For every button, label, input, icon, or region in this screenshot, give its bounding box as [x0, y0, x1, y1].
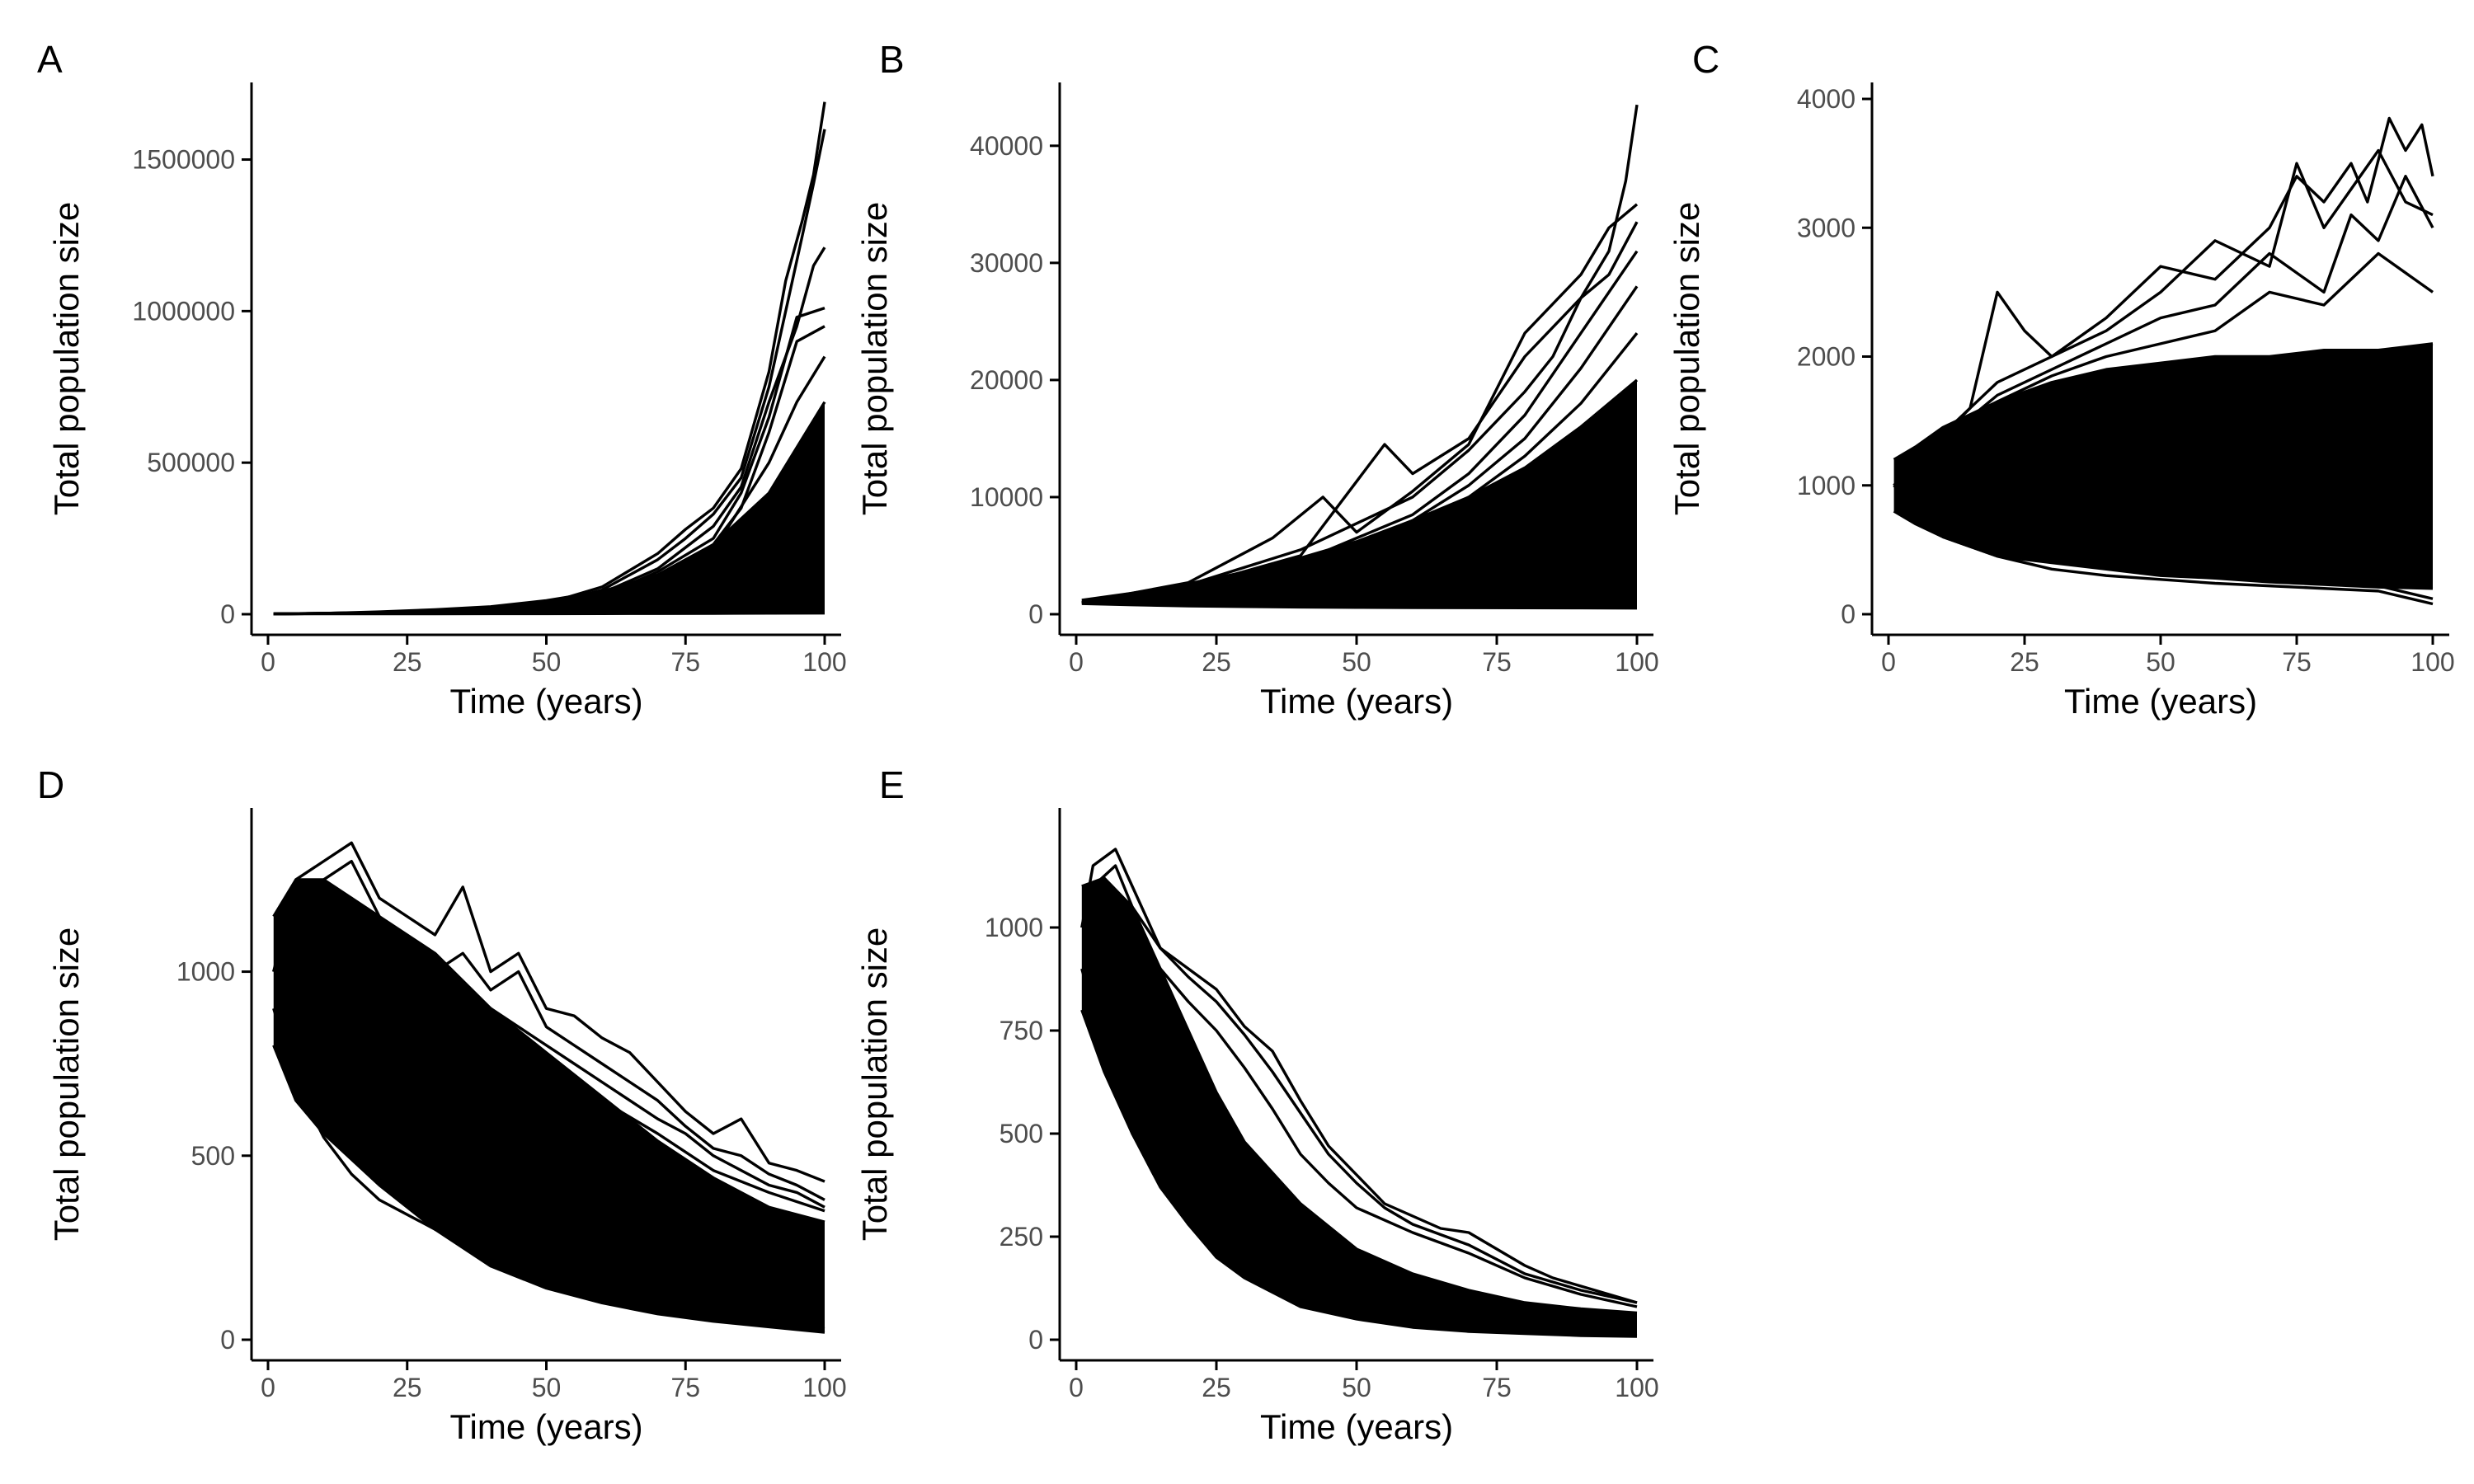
- trajectory-line: [272, 914, 825, 1213]
- trajectory-line: [1081, 221, 1639, 604]
- trajectory-line: [1080, 968, 1638, 1337]
- y-axis-title: Total population size: [855, 202, 894, 516]
- x-tick-label: 0: [261, 1373, 275, 1402]
- y-tick-label: 40000: [970, 131, 1043, 161]
- trajectory-line: [1081, 332, 1639, 604]
- panel-letter: B: [879, 38, 905, 81]
- trajectory-line: [1081, 203, 1639, 604]
- x-axis-title: Time (years): [2064, 682, 2257, 721]
- x-tick-label: 50: [1342, 1373, 1371, 1402]
- envelope-lower-edge: [1081, 602, 1638, 610]
- trajectory-line: [1080, 864, 1638, 1304]
- trajectory-line: [1081, 104, 1639, 604]
- trajectory-line: [272, 1007, 825, 1331]
- y-tick-label: 0: [220, 1325, 235, 1355]
- y-tick-label: 1000: [985, 913, 1043, 942]
- x-tick-label: 0: [1069, 647, 1084, 677]
- y-tick-label: 1000: [176, 957, 235, 987]
- y-tick-label: 500: [999, 1119, 1043, 1148]
- x-tick-label: 25: [393, 1373, 422, 1402]
- trajectory-envelope: [1081, 878, 1637, 1336]
- x-tick-label: 100: [802, 647, 846, 677]
- y-tick-label: 1000: [1797, 471, 1856, 500]
- y-tick-label: 20000: [970, 365, 1043, 395]
- x-tick-label: 75: [2282, 647, 2312, 677]
- y-tick-label: 250: [999, 1222, 1043, 1252]
- x-axis-title: Time (years): [1260, 682, 1453, 721]
- x-tick-label: 75: [1482, 647, 1512, 677]
- trajectory-line: [1080, 848, 1638, 1304]
- panel-a: A 0 25 50 75 100 0 500000 1000000 1500000 Time (ye…: [37, 38, 847, 721]
- y-axis-title: Total population size: [47, 202, 86, 516]
- trajectory-line: [1893, 484, 2434, 606]
- x-tick-label: 100: [1615, 647, 1658, 677]
- panel-letter: D: [37, 763, 64, 806]
- trajectory-line: [272, 896, 825, 1209]
- x-tick-label: 50: [2146, 647, 2175, 677]
- x-tick-label: 75: [670, 1373, 700, 1402]
- trajectory-line: [1893, 116, 2434, 486]
- x-axis-title: Time (years): [1260, 1407, 1453, 1446]
- y-axis-title: Total population size: [47, 928, 86, 1242]
- y-tick-label: 10000: [970, 482, 1043, 512]
- x-tick-label: 25: [393, 647, 422, 677]
- x-tick-label: 100: [1615, 1373, 1658, 1402]
- y-tick-label: 0: [1028, 1325, 1043, 1355]
- trajectory-line: [1080, 893, 1638, 1308]
- y-tick-label: 2000: [1797, 342, 1856, 372]
- x-tick-label: 25: [1202, 1373, 1231, 1402]
- y-tick-label: 500: [191, 1141, 235, 1171]
- x-tick-label: 0: [261, 647, 275, 677]
- y-tick-label: 1000000: [132, 296, 235, 326]
- trajectory-line: [1893, 175, 2434, 487]
- trajectory-line: [1893, 251, 2434, 487]
- y-tick-label: 30000: [970, 248, 1043, 278]
- y-tick-label: 0: [220, 599, 235, 629]
- y-tick-label: 4000: [1797, 84, 1856, 114]
- x-tick-label: 25: [1202, 647, 1231, 677]
- trajectory-envelope: [1893, 343, 2433, 589]
- trajectory-line: [1081, 250, 1639, 604]
- y-tick-label: 0: [1841, 599, 1856, 629]
- y-axis-title: Total population size: [1667, 202, 1706, 516]
- y-tick-label: 3000: [1797, 213, 1856, 242]
- x-tick-label: 0: [1069, 1373, 1084, 1402]
- y-tick-label: 0: [1028, 599, 1043, 629]
- x-tick-label: 25: [2010, 647, 2039, 677]
- x-tick-label: 100: [2411, 647, 2454, 677]
- x-axis-title: Time (years): [449, 1407, 642, 1446]
- x-tick-label: 75: [670, 647, 700, 677]
- y-tick-label: 750: [999, 1016, 1043, 1045]
- panel-letter: E: [879, 763, 905, 806]
- panel-letter: C: [1692, 38, 1719, 81]
- x-axis-title: Time (years): [449, 682, 642, 721]
- panel-letter: A: [37, 38, 63, 81]
- envelope-upper-edge: [272, 878, 825, 1223]
- panel-b: B 0 25 50 75 100 0 10000 20000 30000 40000 Time (ye…: [855, 38, 1659, 721]
- x-tick-label: 75: [1482, 1373, 1512, 1402]
- trajectory-line: [273, 355, 826, 616]
- y-tick-label: 500000: [147, 448, 235, 477]
- envelope-upper-edge: [1893, 342, 2434, 461]
- envelope-upper-edge: [1081, 876, 1638, 1315]
- envelope-lower-edge: [1893, 510, 2434, 590]
- trajectory-line: [272, 859, 825, 1201]
- x-tick-label: 100: [802, 1373, 846, 1402]
- y-axis-title: Total population size: [855, 928, 894, 1242]
- x-tick-label: 50: [532, 647, 562, 677]
- trajectory-line: [1893, 148, 2434, 486]
- y-tick-label: 1500000: [132, 145, 235, 175]
- x-tick-label: 0: [1881, 647, 1896, 677]
- x-tick-label: 50: [532, 1373, 562, 1402]
- trajectory-line: [272, 841, 825, 1183]
- trajectory-envelope: [1081, 379, 1637, 608]
- x-tick-label: 50: [1342, 647, 1371, 677]
- trajectory-line: [1893, 484, 2434, 600]
